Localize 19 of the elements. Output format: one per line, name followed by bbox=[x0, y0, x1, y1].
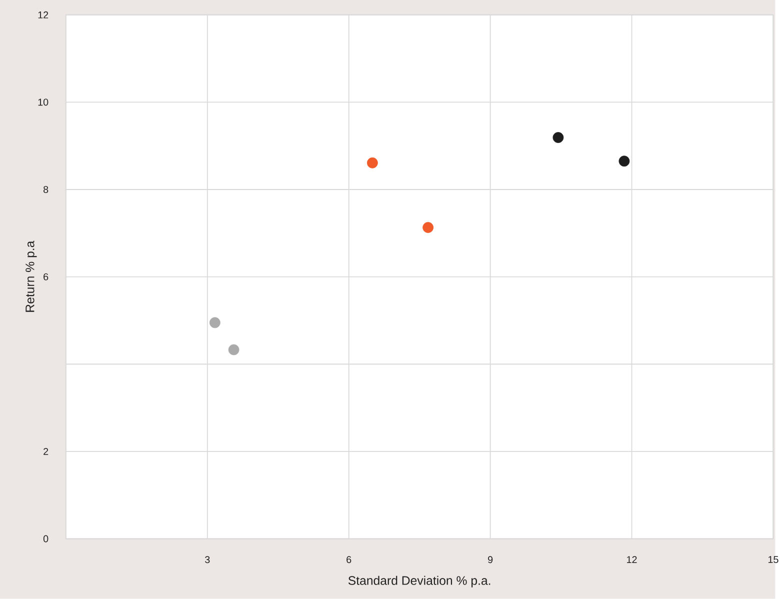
x-axis-title: Standard Deviation % p.a. bbox=[348, 576, 490, 588]
point bbox=[209, 317, 220, 328]
x-tick-label: 3 bbox=[205, 556, 210, 564]
x-tick-label: 15 bbox=[768, 556, 778, 564]
y-tick-label: 12 bbox=[38, 12, 48, 18]
y-tick-label: 10 bbox=[38, 98, 48, 106]
y-tick-label: 2 bbox=[44, 448, 48, 456]
point bbox=[618, 156, 630, 167]
x-tick-label: 12 bbox=[627, 556, 637, 564]
y-tick-label: 6 bbox=[44, 273, 48, 280]
point bbox=[228, 344, 240, 356]
x-tick-label: 9 bbox=[488, 556, 493, 564]
y-tick-label: 0 bbox=[43, 535, 48, 542]
y-tick-label: 8 bbox=[44, 186, 48, 194]
y-axis-title: Return % p.a bbox=[26, 240, 37, 312]
point bbox=[422, 222, 434, 234]
point bbox=[552, 132, 564, 144]
x-tick-label: 6 bbox=[346, 556, 352, 564]
point bbox=[366, 158, 378, 168]
